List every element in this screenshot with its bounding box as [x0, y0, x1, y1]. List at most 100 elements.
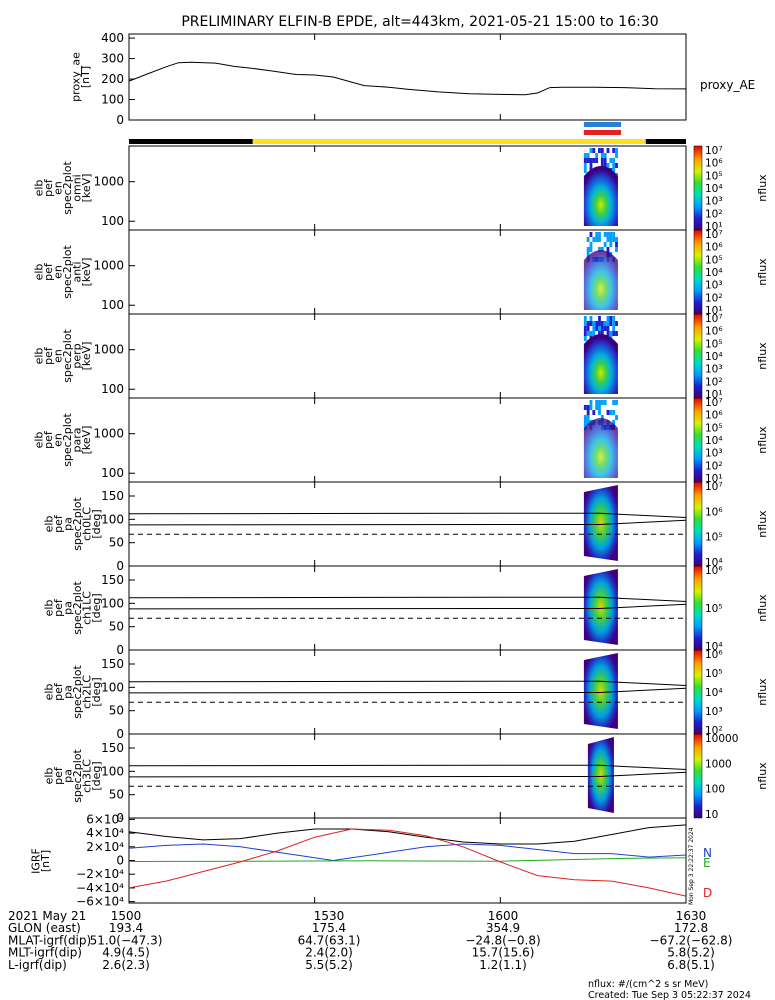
spectrogram-ylabel-para-line: para [70, 428, 83, 453]
spectrogram-ylabel-omni-line: en [51, 181, 64, 195]
spectrogram-ylabel-anti-line: spec2plot [61, 245, 74, 299]
spectrogram-pixel [586, 158, 590, 163]
footer-value: 1.2(1.1) [479, 958, 527, 972]
colorbar-tick-label: 10⁴ [705, 183, 723, 195]
pitch-angle-burst-ch2 [583, 653, 618, 729]
footer-value: 51.0(−47.3) [90, 933, 163, 947]
pitch-angle-ylabel-ch1-line: elb [42, 600, 55, 617]
page-title: PRELIMINARY ELFIN-B EPDE, alt=443km, 202… [181, 14, 658, 30]
colorbar-5 [693, 565, 703, 651]
pitch-angle-ylabel-ch2-line: [deg] [90, 677, 103, 706]
spectrogram-ylabel-para-line: spec2plot [61, 413, 74, 467]
spectrogram-pixel [600, 326, 604, 331]
proxy-ae-panel: 0 100 200 300 400 proxy_ae[nT] [69, 31, 687, 127]
footer-value: 1500 [111, 909, 142, 923]
y-tick-label: 1000 [93, 343, 124, 357]
colorbar-tick-label: 10¹ [705, 305, 723, 317]
spectrogram-pixel [583, 336, 587, 341]
y-tick-label: 50 [109, 704, 124, 718]
pitch-angle-ylabel-ch2-line: spec2plot [71, 665, 84, 719]
spectrogram-pixel [589, 148, 593, 153]
spectrogram-pixel [583, 420, 587, 425]
colorbar-tick-label: 10⁵ [705, 422, 723, 434]
spectrogram-pixel [609, 242, 613, 247]
y-tick-label: 300 [101, 52, 124, 66]
colorbar-tick-label: 10³ [705, 706, 723, 718]
colorbar-unit-text: nflux [756, 762, 769, 790]
colorbar-tick-label: 10⁴ [705, 641, 723, 653]
proxy-ae-frame [128, 33, 687, 121]
spectrogram-pixel [600, 321, 604, 326]
footer-value: 2.6(2.3) [102, 958, 150, 972]
spectrogram-pixel [612, 410, 616, 415]
colorbar-unit-text: nflux [756, 426, 769, 454]
spectrogram-pixel [595, 405, 599, 410]
footer-value: 175.4 [312, 921, 346, 935]
spectrogram-ylabel-perp-line: en [51, 349, 64, 363]
spectrogram-pixel [589, 158, 593, 163]
colorbar-unit-text: nflux [756, 510, 769, 538]
spectrogram-ylabel-anti-line: en [51, 265, 64, 279]
colorbar-tick-label: 10⁷ [705, 481, 723, 493]
spectrogram-pixel [609, 331, 613, 336]
pitch-angle-ylabel-ch3-line: ch3LC [80, 759, 93, 793]
colorbar-unit-label: nflux [756, 426, 769, 454]
spectrogram-pixel [595, 321, 599, 326]
loss-cone-line [128, 603, 687, 610]
colorbar-tick-label: 10⁶ [705, 565, 723, 577]
spectrogram-ylabel-perp-line: perp [70, 343, 83, 368]
spectrogram-pixel [609, 232, 613, 237]
spectrogram-pixel [615, 415, 618, 420]
colorbar-tick-label: 10⁴ [705, 351, 723, 363]
pitch-angle-ylabel-ch3-line: spec2plot [71, 749, 84, 803]
y-tick-label: 0 [116, 854, 124, 868]
state-bar-segment [252, 139, 646, 144]
colorbar-tick-label: 100 [705, 784, 725, 796]
colorbar-unit-label: nflux [756, 342, 769, 370]
footer-label: MLT-igrf(dip) [8, 946, 82, 960]
y-tick-label: 1000 [93, 427, 124, 441]
footer-value: 1600 [488, 909, 519, 923]
colorbar-tick-label: 10⁵ [705, 532, 723, 544]
colorbar-tick-label: 1000 [705, 758, 732, 770]
footer-value: 5.8(5.2) [667, 946, 715, 960]
pitch-angle-ylabel-ch0-line: pa [61, 517, 74, 531]
footer-label: MLAT-igrf(dip) [8, 933, 91, 947]
colorbar-unit-label: nflux [756, 678, 769, 706]
igrf-legend-d: D [703, 886, 712, 900]
footer-value: 64.7(63.1) [298, 933, 361, 947]
colorbar-tick-label: 10000 [705, 733, 738, 745]
spectrogram-pixel [586, 326, 590, 331]
loss-cone-line [128, 687, 687, 694]
colorbar-tick-label: 10⁴ [705, 267, 723, 279]
spectrogram-pixel [592, 326, 596, 331]
spectrogram-pixel [598, 316, 601, 321]
spectrogram-pixel [595, 237, 599, 242]
spectrogram-pixel [612, 331, 616, 336]
spectrogram-pixel [600, 153, 604, 158]
colorbar-3 [693, 397, 703, 483]
y-tick-label: −4×10⁴ [76, 881, 124, 895]
spectrogram-pixel [583, 331, 587, 336]
y-tick-label: 1000 [93, 259, 124, 273]
proxy-ae-legend: proxy_AE [700, 78, 755, 92]
igrf-legend-n: N [703, 846, 712, 860]
spectrogram-pixel [598, 247, 601, 252]
colorbar-tick-label: 10⁷ [705, 229, 723, 241]
pitch-angle-burst-ch1 [583, 569, 618, 645]
proxy-ae-ylabel-line: proxy_ae [69, 52, 82, 102]
spectrogram-pixel [606, 247, 610, 252]
side-stamp: Mon Sep 3 22:22:37 2024 [688, 827, 695, 905]
y-tick-label: 0 [116, 811, 124, 825]
spectrogram-pixel [595, 326, 599, 331]
spectrogram-ylabel-para-line: elb [32, 432, 45, 449]
state-bar-segment [645, 139, 686, 144]
spectrogram-pixel [595, 232, 599, 237]
spectrogram-ylabel-omni-line: omni [70, 174, 83, 201]
spectrogram-ylabel-anti-line: elb [32, 264, 45, 281]
y-tick-label: 4×10⁴ [86, 826, 124, 840]
colorbar-tick-label: 10³ [705, 196, 723, 208]
spectrogram-pixel [598, 405, 601, 410]
spectrogram-pixel [603, 232, 607, 237]
